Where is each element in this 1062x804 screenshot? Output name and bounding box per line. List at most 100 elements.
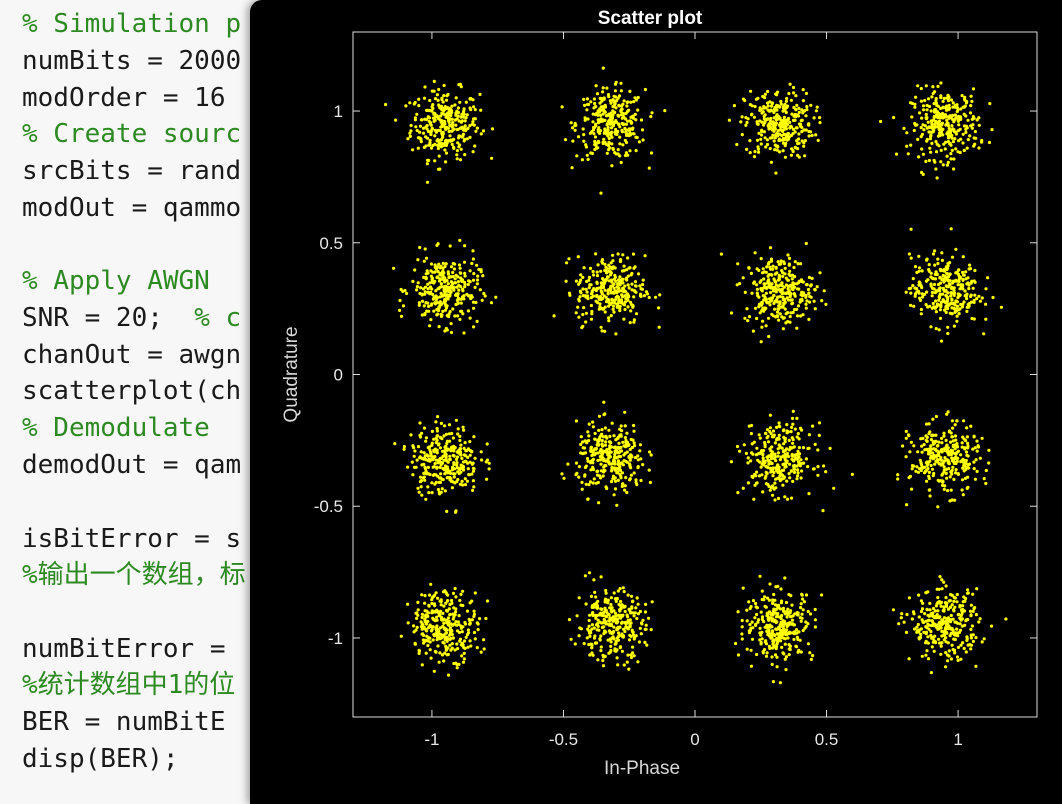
scatter-point (459, 301, 463, 305)
scatter-point (727, 118, 731, 122)
scatter-point (428, 593, 432, 597)
code-line[interactable]: numBitError = (22, 631, 226, 667)
scatter-point (417, 301, 421, 305)
scatter-point (921, 295, 925, 299)
code-text: %输出一个数组，标 (22, 560, 246, 590)
scatter-point (932, 158, 936, 162)
code-comment-line[interactable]: % Simulation p (22, 6, 241, 42)
scatter-point (949, 98, 954, 102)
scatter-point (644, 602, 648, 607)
scatter-point (796, 474, 800, 478)
scatter-point (573, 121, 577, 126)
scatter-point (446, 623, 450, 627)
scatter-point (663, 109, 667, 113)
scatter-point (777, 276, 781, 280)
scatter-point (591, 420, 595, 424)
scatter-point (959, 453, 963, 457)
scatter-point (740, 637, 744, 641)
scatter-point (788, 269, 792, 273)
scatter-point (567, 618, 572, 622)
code-line[interactable]: demodOut = qam (22, 447, 241, 483)
scatter-point (443, 122, 447, 126)
scatter-point (940, 258, 945, 262)
scatter-point (946, 607, 951, 611)
code-line[interactable]: disp(BER); (22, 741, 179, 777)
scatter-point (940, 121, 945, 125)
scatter-point (788, 621, 792, 625)
scatter-point (458, 317, 462, 321)
scatter-point (610, 469, 614, 473)
scatter-point (455, 662, 459, 667)
scatter-point (622, 317, 626, 321)
scatter-point (468, 639, 472, 643)
scatter-point (955, 592, 959, 597)
scatter-point (637, 140, 641, 144)
scatter-point (937, 451, 941, 455)
scatter-point (611, 307, 615, 311)
scatter-point (938, 276, 942, 280)
scatter-point (785, 479, 789, 483)
scatter-point (438, 632, 443, 637)
scatter-point (759, 301, 763, 305)
scatter-point (764, 270, 768, 274)
scatter-point (610, 118, 614, 123)
scatter-point (599, 575, 603, 579)
scatter-point (763, 445, 767, 449)
code-line[interactable]: isBitError = s (22, 521, 241, 557)
scatter-point (441, 261, 445, 265)
scatter-point (929, 671, 934, 675)
code-line[interactable]: modOrder = 16 (22, 80, 226, 116)
scatter-point (434, 591, 438, 595)
scatter-point (576, 135, 581, 139)
scatter-point (801, 608, 805, 612)
code-comment-line[interactable]: %输出一个数组，标 (22, 557, 246, 593)
scatter-point (459, 453, 463, 457)
scatter-point (413, 116, 417, 120)
scatter-point (911, 610, 916, 614)
scatter-point (977, 123, 981, 127)
scatter-point (942, 580, 946, 584)
code-line[interactable]: scatterplot(ch (22, 373, 241, 409)
code-line[interactable]: srcBits = rand (22, 153, 241, 189)
scatter-point (934, 433, 938, 437)
scatter-point (764, 642, 769, 646)
scatter-point (769, 108, 773, 112)
code-line[interactable]: modOut = qammo (22, 190, 241, 226)
scatter-point (800, 130, 804, 134)
code-line[interactable]: BER = numBitE (22, 704, 226, 740)
scatter-point (765, 285, 769, 289)
code-comment-line[interactable]: % Demodulate (22, 410, 210, 446)
scatter-point (422, 426, 427, 430)
scatter-point (448, 469, 452, 474)
scatter-point (925, 649, 929, 653)
code-comment-line[interactable]: % Apply AWGN (22, 263, 210, 299)
scatter-point (435, 296, 439, 300)
scatter-point (782, 118, 786, 122)
scatter-point (609, 101, 613, 105)
scatter-point (936, 84, 940, 88)
code-line[interactable]: SNR = 20; % c (22, 300, 241, 336)
scatter-point (624, 276, 628, 280)
code-comment-line[interactable]: %统计数组中1的位 (22, 667, 235, 703)
scatter-point (431, 292, 435, 297)
scatter-point (952, 458, 956, 462)
scatter-point (449, 265, 454, 269)
scatter-point (783, 657, 787, 661)
scatter-point (596, 146, 600, 150)
scatter-point (615, 99, 619, 103)
scatter-point (794, 628, 799, 632)
code-line[interactable]: numBits = 2000 (22, 43, 241, 79)
scatter-point (435, 438, 439, 442)
scatter-point (765, 138, 770, 142)
scatter-point (968, 134, 972, 138)
scatter-point (635, 596, 639, 600)
scatter-point (936, 104, 941, 108)
scatter-point (456, 432, 460, 436)
code-line[interactable]: chanOut = awgn (22, 337, 241, 373)
scatter-point (797, 106, 801, 110)
scatter-point (438, 465, 442, 469)
code-comment-line[interactable]: % Create sourc (22, 116, 241, 152)
scatter-point (450, 117, 454, 121)
scatter-point (424, 256, 429, 260)
scatter-point (450, 142, 454, 146)
